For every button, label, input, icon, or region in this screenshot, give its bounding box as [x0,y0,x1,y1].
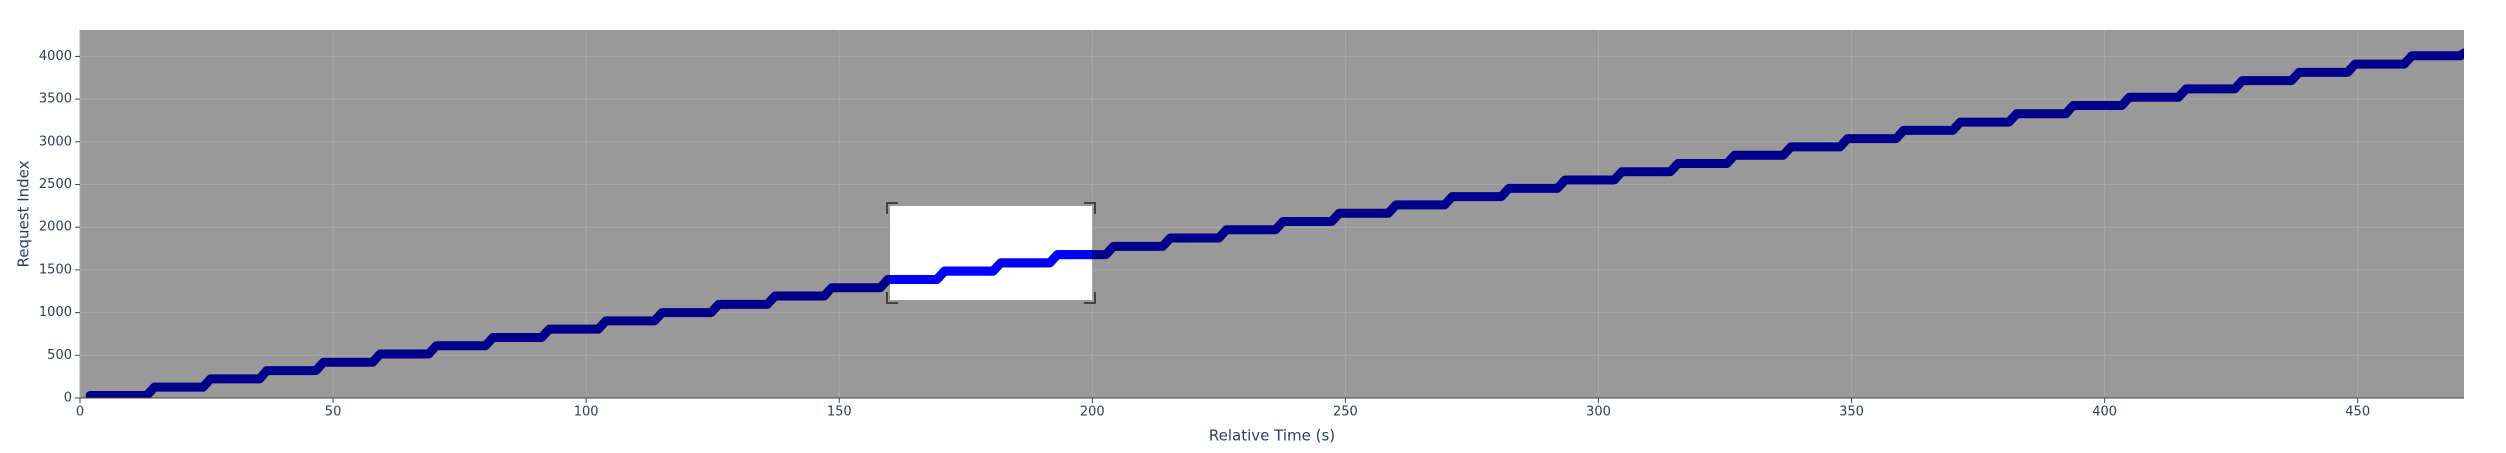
y-tick-label: 500 [47,348,72,363]
x-tick-label: 200 [1080,405,1105,420]
y-tick-label: 3500 [39,92,72,107]
series-line [85,48,2464,398]
y-tick-label: 3000 [39,134,72,149]
x-tick-label: 50 [325,405,342,420]
y-tick-label: 4000 [39,49,72,64]
y-tick-label: 2500 [39,177,72,192]
y-tick-label: 2000 [39,220,72,235]
x-tick-label: 0 [76,405,84,420]
y-tick-label: 1000 [39,305,72,320]
plot-background [80,30,2464,398]
selection-handles[interactable] [886,202,1096,304]
x-tick-label: 150 [827,405,852,420]
y-tick-label: 0 [64,391,72,406]
x-tick-label: 400 [2092,405,2117,420]
x-axis-title: Relative Time (s) [1209,427,1335,445]
x-tick-label: 250 [1333,405,1358,420]
x-tick-label: 450 [2345,405,2370,420]
x-tick-label: 100 [574,405,599,420]
y-axis-title: Request Index [15,160,33,267]
y-tick-label: 1500 [39,262,72,277]
x-tick-label: 300 [1586,405,1611,420]
x-tick-label: 350 [1839,405,1864,420]
